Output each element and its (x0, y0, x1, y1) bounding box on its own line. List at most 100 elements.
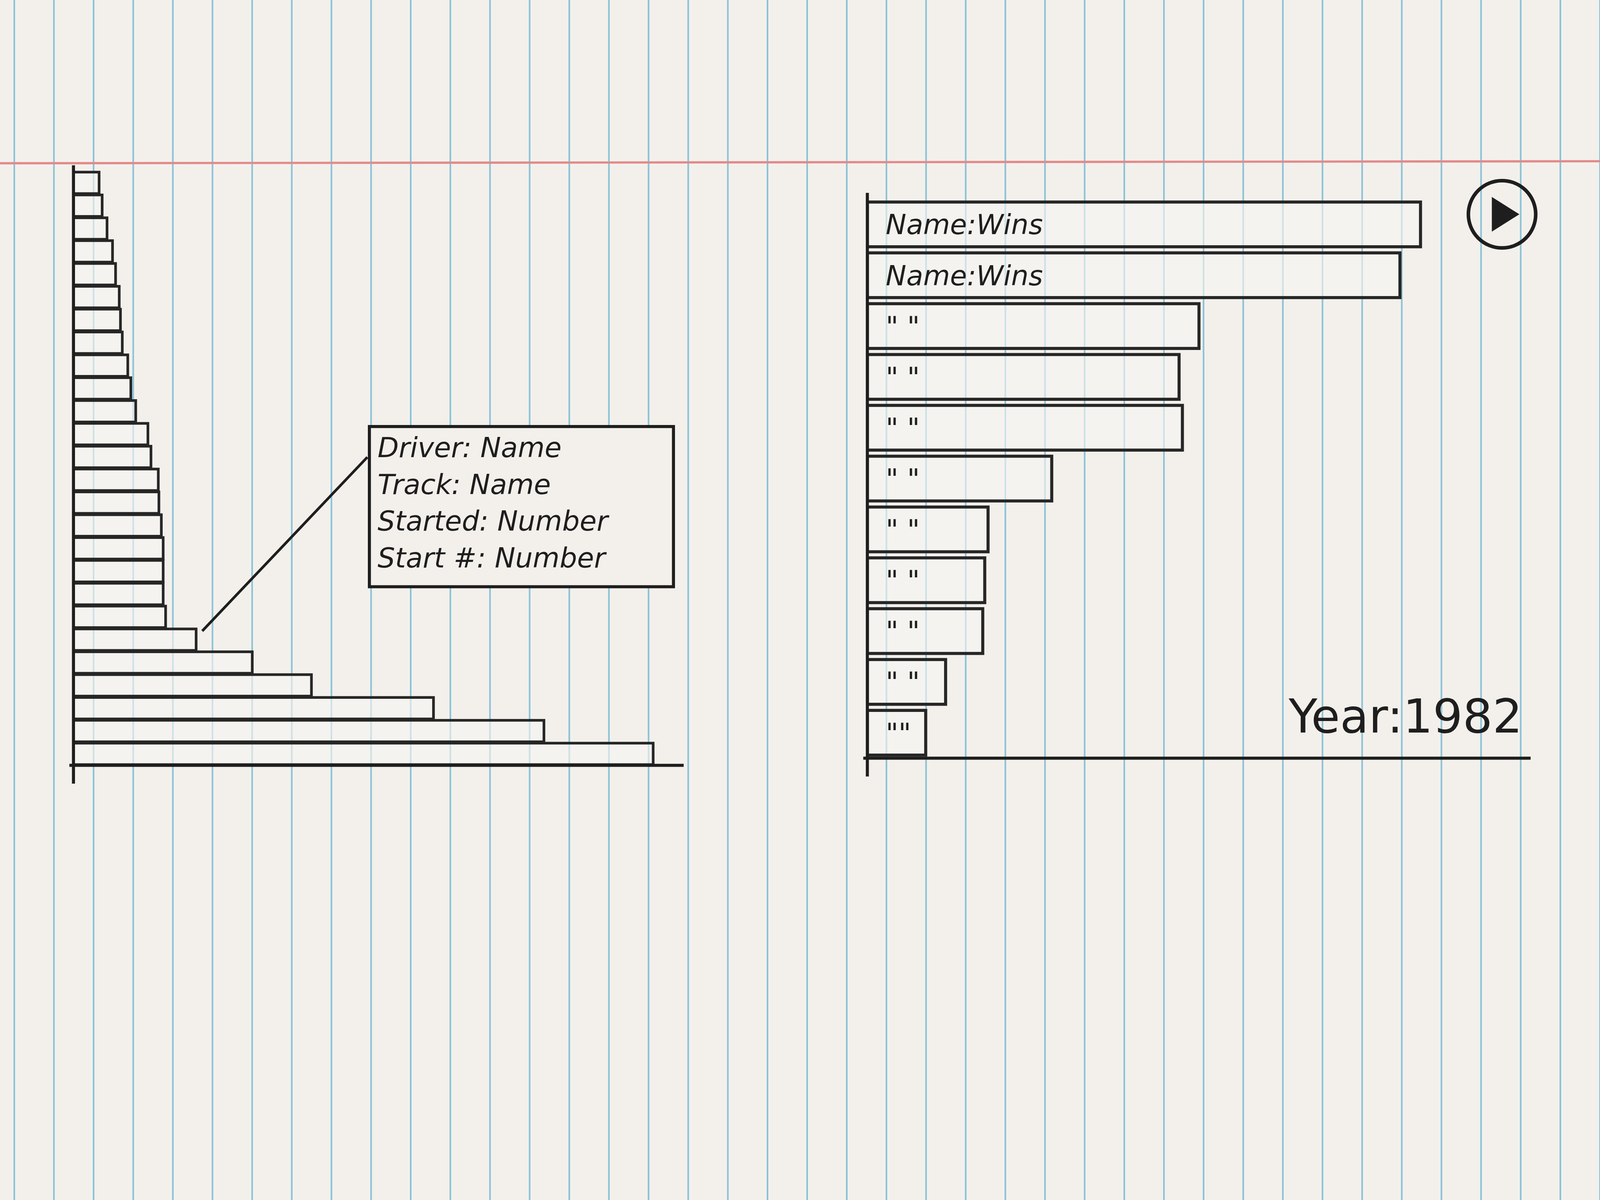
bar-label: " " (885, 361, 920, 394)
bar-label: " " (885, 615, 920, 648)
rule-line (211, 0, 214, 1200)
rule-line (290, 0, 293, 1200)
bar (867, 456, 1052, 502)
bar (867, 710, 926, 756)
margin-line (0, 161, 1600, 164)
rule-line (1400, 0, 1403, 1200)
rule-line (370, 0, 372, 1200)
rule-line (1361, 0, 1364, 1200)
bar (867, 405, 1183, 451)
bar-label: Name:Wins (885, 208, 1043, 241)
rule-line (409, 0, 412, 1200)
y-axis (865, 192, 870, 777)
rule-line (449, 0, 452, 1200)
rule-line (726, 0, 729, 1200)
bar-label: " " (885, 564, 920, 597)
rule-line (251, 0, 253, 1200)
bar (73, 332, 123, 354)
bar (73, 469, 159, 491)
rule-line (528, 0, 531, 1200)
chart: Name:Wins Name:Wins " " " " " " " " " " " " " " "… (863, 180, 1536, 777)
tooltip-box (369, 426, 674, 587)
bar (867, 507, 989, 552)
tooltip-line: Driver: Name (377, 431, 562, 464)
rule-line (766, 0, 769, 1200)
bar (73, 377, 131, 400)
tooltip-line: Start #: Number (377, 542, 607, 574)
page: {"chart_data": [ {"type": "bar", "orient… (0, 0, 1600, 1200)
rule-line (1559, 0, 1562, 1200)
bar (73, 514, 162, 537)
paper (0, 0, 1600, 1200)
rule-line (647, 0, 650, 1200)
bar (73, 446, 151, 468)
rule-line (607, 0, 610, 1200)
canvas: Driver: Name Track: Name Started: Number St… (0, 0, 1600, 1200)
year-label: Year:1982 (1288, 688, 1523, 744)
rule-line (806, 0, 808, 1200)
rule-line (13, 0, 16, 1200)
rule-line (1242, 0, 1245, 1200)
rule-line (330, 0, 333, 1200)
bar-label: " " (885, 310, 920, 343)
paper-lines (0, 0, 1600, 1200)
bar (867, 659, 946, 705)
bar (73, 309, 121, 331)
bar (73, 651, 253, 674)
bar (73, 172, 100, 194)
bar (867, 557, 985, 603)
chart: Driver: Name Track: Name Started: Number St… (69, 165, 684, 784)
rule-line (1044, 0, 1046, 1200)
rule-line (1599, 0, 1600, 1200)
bar (73, 240, 113, 262)
x-axis (863, 756, 1531, 760)
rule-line (846, 0, 848, 1200)
bar (73, 354, 128, 377)
play-button[interactable] (1468, 180, 1536, 249)
bar (73, 560, 164, 582)
rule-line (1480, 0, 1482, 1200)
bar (73, 286, 120, 308)
bars (867, 201, 1421, 756)
bar (73, 194, 102, 217)
bar (867, 252, 1400, 298)
rule-line (1083, 0, 1086, 1200)
rule-line (1282, 0, 1284, 1200)
bar-label: " " (885, 412, 920, 445)
bar (73, 674, 312, 697)
bar (73, 743, 654, 765)
bar (867, 303, 1200, 349)
tooltip-line: Started: Number (377, 505, 610, 537)
bar (73, 217, 108, 240)
play-icon (1491, 196, 1520, 232)
rule-line (53, 0, 55, 1200)
bar (867, 608, 983, 654)
bar-label: "" (885, 717, 912, 750)
y-axis (71, 165, 75, 784)
bar (73, 263, 116, 285)
bar (73, 583, 164, 605)
bar (73, 400, 136, 422)
bar (73, 697, 434, 720)
rule-line (1163, 0, 1165, 1200)
tooltip-line: Track: Name (377, 468, 551, 501)
bar-label: Name:Wins (885, 259, 1043, 292)
callout-leader (202, 457, 368, 631)
bar-label: " " (885, 463, 920, 495)
rule-line (489, 0, 491, 1200)
bar (73, 492, 159, 514)
rule-line (1440, 0, 1443, 1200)
bar (73, 537, 164, 560)
rule-line (1321, 0, 1324, 1200)
rule-line (1519, 0, 1522, 1200)
bar (73, 605, 166, 628)
rule-line (1004, 0, 1006, 1200)
bar (867, 201, 1421, 247)
rule-line (687, 0, 689, 1200)
bar (73, 423, 149, 445)
bar (73, 628, 197, 651)
rule-line (172, 0, 174, 1200)
bar-label: " " (885, 666, 920, 699)
bar (73, 720, 545, 742)
rule-line (1202, 0, 1205, 1200)
